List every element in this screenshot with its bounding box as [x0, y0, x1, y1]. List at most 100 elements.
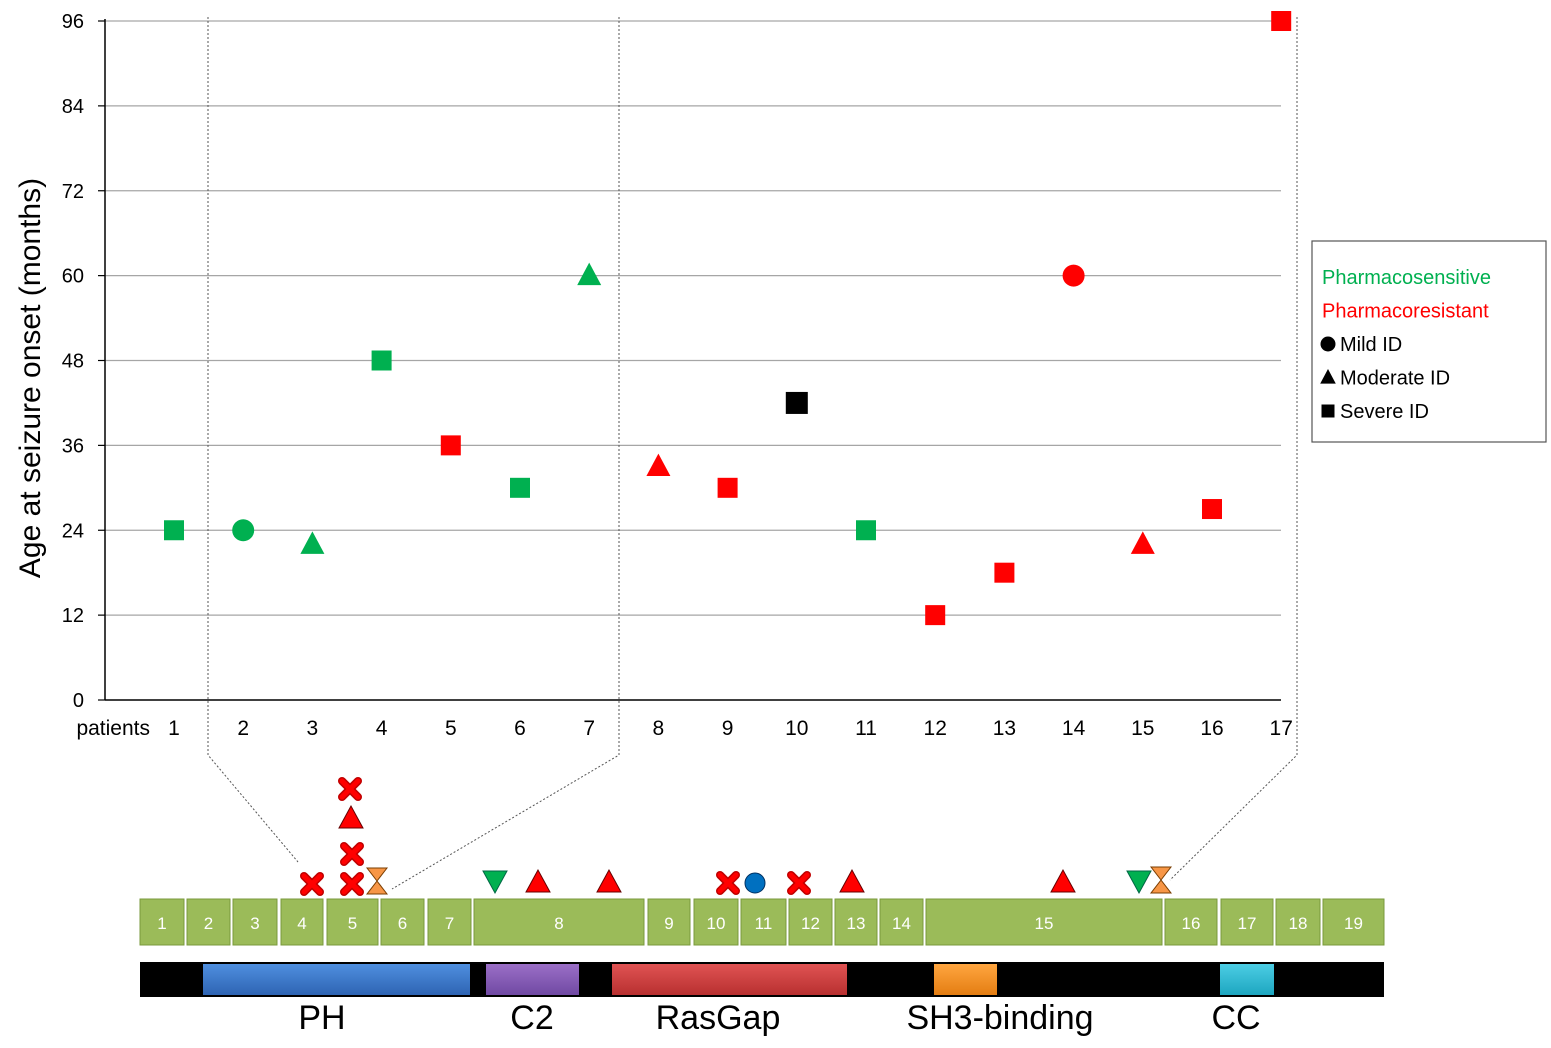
- exon-7: [427, 898, 472, 946]
- data-point-patient-2: [232, 519, 255, 542]
- variant-exon-4-x: [300, 872, 324, 896]
- domain-label: PH: [298, 999, 345, 1037]
- domain-label: CC: [1211, 999, 1260, 1037]
- domain-sh3-binding: [934, 964, 997, 995]
- y-tick-label: 36: [62, 435, 84, 457]
- y-axis-label: Age at seizure onset (months): [14, 178, 47, 578]
- exon-9: [647, 898, 691, 946]
- x-tick-label: 7: [583, 717, 595, 740]
- legend-label: Mild ID: [1340, 334, 1402, 356]
- zoom-line-right: [1169, 17, 1298, 881]
- legend-label: Pharmacoresistant: [1322, 301, 1489, 323]
- legend-label: Pharmacosensitive: [1322, 267, 1491, 289]
- variant-exon-13-triangle: [839, 868, 865, 893]
- variant-exon-16-hourglass: [1149, 866, 1173, 894]
- exon-label: 11: [755, 914, 773, 933]
- data-point-patient-3: [300, 531, 325, 554]
- exon-label: 15: [1035, 914, 1054, 933]
- exon-label: 16: [1182, 914, 1201, 933]
- domain-label: SH3-binding: [906, 999, 1093, 1037]
- zoom-line-middle: [391, 17, 620, 890]
- y-tick-label: 60: [62, 266, 84, 288]
- exon-label: 5: [348, 914, 357, 933]
- x-tick-label: 15: [1131, 717, 1154, 740]
- exon-track: 1 2 3 4 5 6 7 8 9 10 11 12 13 14 15 16 17 18 19: [139, 898, 1385, 946]
- data-point-patient-16: [1202, 499, 1222, 520]
- exon-12: [788, 898, 833, 946]
- data-point-patient-17: [1271, 11, 1292, 31]
- y-tick-label: 24: [62, 520, 84, 542]
- x-tick-label: 14: [1062, 717, 1086, 740]
- x-tick-label: 12: [924, 717, 947, 740]
- y-tick-label: 12: [62, 605, 84, 627]
- variant-exon-10-x: [716, 871, 740, 895]
- exon-8: [473, 898, 645, 946]
- x-tick-label: 5: [445, 717, 457, 740]
- x-tick-label: 4: [376, 717, 388, 740]
- variant-exon-5-x: [340, 842, 364, 866]
- exon-label: 19: [1344, 914, 1363, 933]
- exon-label: 10: [707, 914, 726, 933]
- x-tick-label: 10: [785, 717, 808, 740]
- x-tick-label: 17: [1270, 717, 1293, 740]
- grid-lines: [98, 20, 1281, 701]
- data-point-patient-6: [510, 477, 530, 498]
- y-tick-label: 84: [62, 96, 84, 118]
- exon-3: [232, 898, 278, 946]
- x-tick-label: 8: [653, 717, 665, 740]
- data-point-patient-11: [856, 520, 876, 541]
- exon-label: 1: [157, 914, 166, 933]
- exon-5: [326, 898, 379, 946]
- exon-14: [879, 898, 924, 946]
- variant-exon-15-triangle: [1050, 868, 1076, 893]
- exon-label: 4: [297, 914, 306, 933]
- variant-exon-5-x: [340, 872, 364, 896]
- domain-c2: [486, 964, 579, 995]
- variant-exon-5-x: [338, 777, 362, 801]
- axes: [104, 19, 1281, 701]
- exon-label: 7: [445, 914, 454, 933]
- exon-label: 9: [664, 914, 673, 933]
- exon-label: 8: [554, 914, 563, 933]
- variant-exon-12-x: [787, 871, 811, 895]
- exon-label: 14: [892, 914, 911, 933]
- variant-exon-8-triangle: [525, 868, 551, 893]
- exon-label: 3: [250, 914, 259, 933]
- x-axis-label: patients: [76, 717, 150, 740]
- exon-1: [139, 898, 185, 946]
- data-point-patient-1: [164, 520, 184, 541]
- data-points: [164, 11, 1292, 626]
- y-tick-label: 72: [62, 181, 84, 203]
- exon-19: [1322, 898, 1385, 946]
- legend-label: Moderate ID: [1340, 368, 1450, 390]
- exon-11: [740, 898, 787, 946]
- data-point-patient-8: [646, 453, 671, 477]
- x-tick-label: 9: [722, 717, 734, 740]
- zoom-line-left: [207, 17, 299, 863]
- domain-rasgap: [612, 964, 847, 995]
- exon-17: [1220, 898, 1274, 946]
- exon-2: [186, 898, 231, 946]
- y-tick-label: 0: [73, 690, 84, 712]
- exon-label: 18: [1289, 914, 1308, 933]
- exon-6: [380, 898, 425, 946]
- domain-label: RasGap: [656, 999, 781, 1037]
- x-tick-label: 2: [237, 717, 249, 740]
- data-point-patient-10: [785, 391, 808, 414]
- data-point-patient-7: [577, 262, 602, 286]
- variant-exon-11-circle: [744, 872, 766, 894]
- x-tick-label: 3: [307, 717, 319, 740]
- variant-exon-8-down-triangle: [482, 870, 508, 895]
- y-tick-label: 48: [62, 351, 84, 373]
- data-point-patient-4: [371, 350, 392, 371]
- zoom-connector-lines: [207, 17, 1298, 890]
- data-point-patient-15: [1130, 531, 1155, 554]
- exon-4: [280, 898, 324, 946]
- y-tick-labels: 0 12 24 36 48 60 72 84 96: [62, 11, 84, 712]
- data-point-patient-12: [925, 605, 946, 626]
- x-tick-label: 16: [1200, 717, 1223, 740]
- data-point-patient-13: [994, 562, 1015, 583]
- variant-markers: [300, 777, 1173, 896]
- legend: Pharmacosensitive Pharmacoresistant Mild I…: [1311, 240, 1547, 443]
